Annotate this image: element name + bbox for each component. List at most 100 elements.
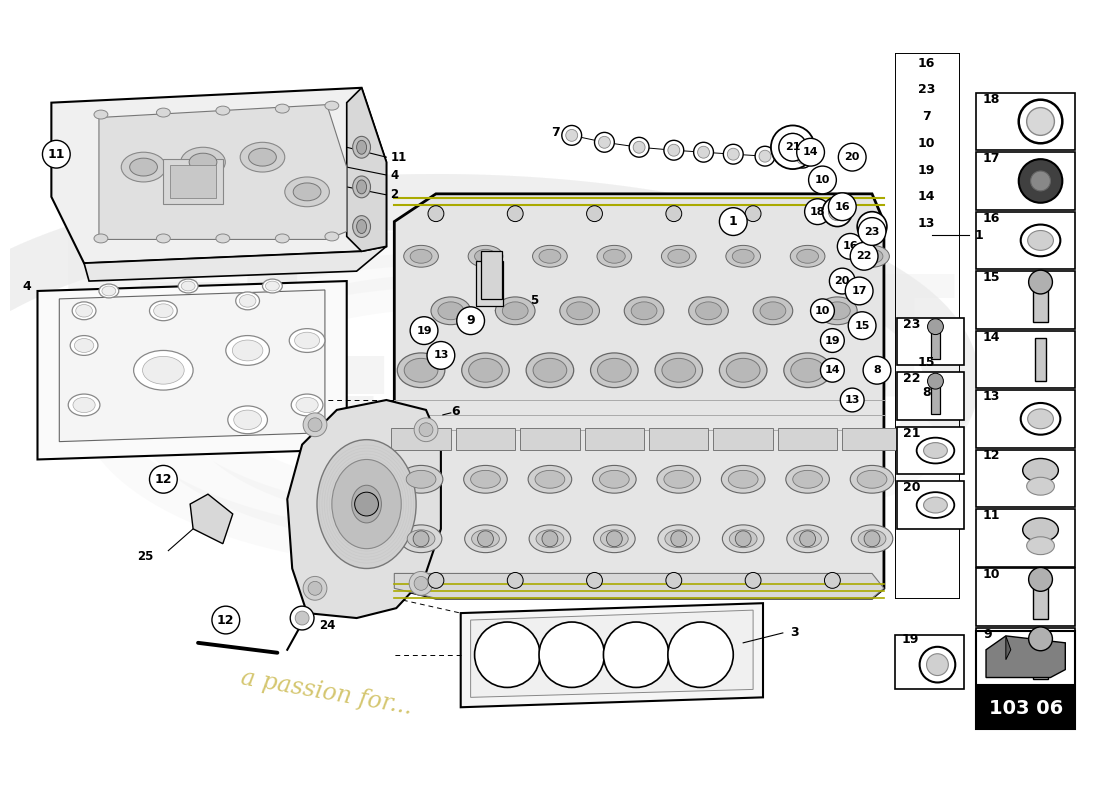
Circle shape xyxy=(295,611,309,625)
Ellipse shape xyxy=(70,335,98,355)
Ellipse shape xyxy=(662,358,695,382)
Ellipse shape xyxy=(924,497,947,513)
Ellipse shape xyxy=(591,353,638,388)
Circle shape xyxy=(724,144,744,164)
Text: 21: 21 xyxy=(785,142,801,152)
Ellipse shape xyxy=(535,470,564,488)
Text: PART: PART xyxy=(485,269,956,432)
Circle shape xyxy=(668,144,680,156)
Ellipse shape xyxy=(356,180,366,194)
Text: 9: 9 xyxy=(466,314,475,327)
Text: 9: 9 xyxy=(983,628,992,641)
Circle shape xyxy=(745,206,761,222)
Ellipse shape xyxy=(143,356,184,384)
Ellipse shape xyxy=(916,438,955,463)
Bar xyxy=(170,165,216,198)
Ellipse shape xyxy=(235,292,260,310)
Ellipse shape xyxy=(150,301,177,321)
Ellipse shape xyxy=(624,297,664,325)
Ellipse shape xyxy=(356,140,366,154)
Circle shape xyxy=(43,140,70,168)
Circle shape xyxy=(845,277,873,305)
Ellipse shape xyxy=(464,525,506,553)
Circle shape xyxy=(668,622,734,687)
Text: EL: EL xyxy=(44,193,392,449)
Bar xyxy=(520,428,580,450)
Ellipse shape xyxy=(726,246,760,267)
Bar xyxy=(976,509,1075,566)
Ellipse shape xyxy=(668,250,690,263)
Circle shape xyxy=(821,358,845,382)
Circle shape xyxy=(304,413,327,437)
Bar xyxy=(976,93,1075,150)
Circle shape xyxy=(727,148,739,160)
Text: 11: 11 xyxy=(983,509,1001,522)
Ellipse shape xyxy=(471,470,501,488)
Bar xyxy=(1033,635,1048,678)
Text: 23: 23 xyxy=(917,83,935,96)
Ellipse shape xyxy=(438,302,464,320)
Bar xyxy=(584,428,645,450)
Ellipse shape xyxy=(723,525,764,553)
Ellipse shape xyxy=(399,466,443,493)
Ellipse shape xyxy=(786,525,828,553)
Ellipse shape xyxy=(292,394,323,416)
Circle shape xyxy=(634,142,645,154)
Text: 22: 22 xyxy=(857,251,872,262)
Circle shape xyxy=(840,388,865,412)
Ellipse shape xyxy=(861,250,883,263)
Circle shape xyxy=(474,622,540,687)
Text: 4: 4 xyxy=(23,279,32,293)
Ellipse shape xyxy=(353,176,371,198)
Text: 15: 15 xyxy=(855,321,870,330)
Ellipse shape xyxy=(180,147,226,177)
Circle shape xyxy=(829,268,855,294)
Circle shape xyxy=(1031,171,1050,191)
Circle shape xyxy=(828,193,856,221)
Circle shape xyxy=(586,206,603,222)
Circle shape xyxy=(821,329,845,353)
Ellipse shape xyxy=(855,246,890,267)
Bar xyxy=(931,378,940,414)
Text: 103 06: 103 06 xyxy=(989,698,1063,718)
Circle shape xyxy=(779,134,806,161)
Ellipse shape xyxy=(406,470,436,488)
Ellipse shape xyxy=(1026,537,1055,554)
Ellipse shape xyxy=(858,530,886,548)
Circle shape xyxy=(428,573,444,588)
Ellipse shape xyxy=(233,410,262,430)
Circle shape xyxy=(666,573,682,588)
Circle shape xyxy=(410,317,438,345)
Ellipse shape xyxy=(729,530,757,548)
Ellipse shape xyxy=(657,466,701,493)
Circle shape xyxy=(1028,270,1053,294)
Ellipse shape xyxy=(661,246,696,267)
Text: 1: 1 xyxy=(729,215,738,228)
Ellipse shape xyxy=(410,250,432,263)
Ellipse shape xyxy=(719,353,767,388)
Circle shape xyxy=(779,134,806,161)
Circle shape xyxy=(837,234,864,259)
Ellipse shape xyxy=(529,525,571,553)
Text: a passion for...: a passion for... xyxy=(240,666,415,718)
Circle shape xyxy=(864,218,881,235)
Text: 15: 15 xyxy=(983,271,1001,284)
Circle shape xyxy=(811,299,835,322)
Bar xyxy=(896,426,965,474)
Ellipse shape xyxy=(528,466,572,493)
Ellipse shape xyxy=(275,234,289,243)
Ellipse shape xyxy=(785,466,829,493)
Bar xyxy=(896,372,965,420)
Circle shape xyxy=(212,606,240,634)
Ellipse shape xyxy=(94,234,108,243)
Text: 5: 5 xyxy=(530,294,538,307)
Circle shape xyxy=(745,573,761,588)
Circle shape xyxy=(666,206,682,222)
Circle shape xyxy=(308,418,322,432)
Polygon shape xyxy=(394,574,884,598)
Ellipse shape xyxy=(68,394,100,416)
Ellipse shape xyxy=(404,358,438,382)
Bar xyxy=(976,390,1075,447)
Ellipse shape xyxy=(658,525,700,553)
Ellipse shape xyxy=(216,234,230,243)
